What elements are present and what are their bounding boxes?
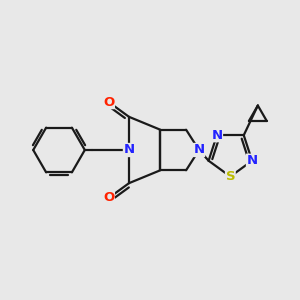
Text: N: N <box>194 143 205 157</box>
Text: N: N <box>124 143 135 157</box>
Text: S: S <box>226 170 235 183</box>
Text: O: O <box>103 191 114 204</box>
Text: N: N <box>247 154 258 167</box>
Text: N: N <box>211 129 223 142</box>
Text: O: O <box>103 96 114 109</box>
